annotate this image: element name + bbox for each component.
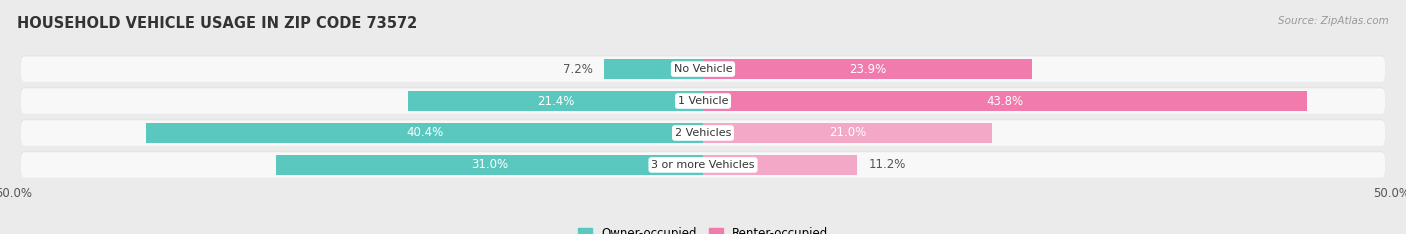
Text: 23.9%: 23.9% — [849, 62, 886, 76]
Text: 2 Vehicles: 2 Vehicles — [675, 128, 731, 138]
Bar — [703, 59, 1032, 79]
Bar — [703, 123, 993, 143]
Text: 43.8%: 43.8% — [986, 95, 1024, 107]
Text: 7.2%: 7.2% — [562, 62, 593, 76]
Text: Source: ZipAtlas.com: Source: ZipAtlas.com — [1278, 16, 1389, 26]
Bar — [603, 59, 703, 79]
Bar — [408, 91, 703, 111]
Text: 40.4%: 40.4% — [406, 127, 443, 139]
Bar — [276, 155, 703, 175]
FancyBboxPatch shape — [21, 56, 1385, 81]
FancyBboxPatch shape — [21, 152, 1385, 177]
Text: 21.0%: 21.0% — [830, 127, 866, 139]
Text: HOUSEHOLD VEHICLE USAGE IN ZIP CODE 73572: HOUSEHOLD VEHICLE USAGE IN ZIP CODE 7357… — [17, 16, 418, 31]
FancyBboxPatch shape — [21, 88, 1385, 114]
FancyBboxPatch shape — [21, 56, 1385, 82]
Bar — [703, 91, 1306, 111]
FancyBboxPatch shape — [21, 120, 1385, 146]
Text: No Vehicle: No Vehicle — [673, 64, 733, 74]
Bar — [146, 123, 703, 143]
Text: 21.4%: 21.4% — [537, 95, 574, 107]
Legend: Owner-occupied, Renter-occupied: Owner-occupied, Renter-occupied — [572, 222, 834, 234]
FancyBboxPatch shape — [21, 88, 1385, 113]
Text: 1 Vehicle: 1 Vehicle — [678, 96, 728, 106]
FancyBboxPatch shape — [21, 120, 1385, 145]
FancyBboxPatch shape — [21, 152, 1385, 178]
Text: 3 or more Vehicles: 3 or more Vehicles — [651, 160, 755, 170]
Bar — [703, 155, 858, 175]
Text: 11.2%: 11.2% — [869, 158, 905, 172]
Text: 31.0%: 31.0% — [471, 158, 508, 172]
